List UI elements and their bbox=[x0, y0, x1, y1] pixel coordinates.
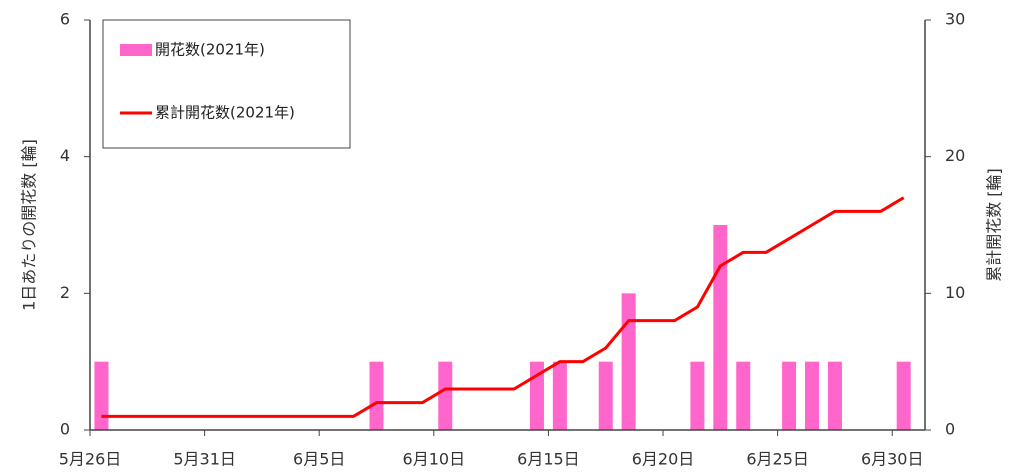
legend-label: 累計開花数(2021年) bbox=[155, 104, 295, 122]
x-tick-label: 6月10日 bbox=[403, 450, 466, 469]
y-tick-label: 2 bbox=[60, 283, 70, 302]
y2-tick-label: 0 bbox=[945, 420, 955, 439]
line bbox=[101, 196, 905, 418]
bar bbox=[827, 361, 842, 430]
y-tick-label: 6 bbox=[60, 10, 70, 29]
legend-label: 開花数(2021年) bbox=[155, 41, 265, 59]
legend-box bbox=[102, 19, 351, 149]
bar bbox=[621, 293, 636, 430]
x-tick-label: 6月25日 bbox=[746, 450, 809, 469]
bar bbox=[713, 225, 728, 430]
bar bbox=[736, 361, 751, 430]
x-tick-label: 6月5日 bbox=[293, 450, 345, 469]
x-tick-label: 6月15日 bbox=[517, 450, 580, 469]
y2-axis-title: 累計開花数 [輪] bbox=[985, 168, 1004, 282]
bar bbox=[598, 361, 613, 430]
x-tick-label: 6月30日 bbox=[861, 450, 924, 469]
bar bbox=[438, 361, 453, 430]
y2-tick-label: 10 bbox=[945, 283, 965, 302]
bar bbox=[690, 361, 705, 430]
legend-swatch bbox=[120, 44, 152, 56]
x-tick-label: 5月31日 bbox=[173, 450, 236, 469]
bar bbox=[369, 361, 384, 430]
bar bbox=[552, 361, 567, 430]
y2-tick-label: 30 bbox=[945, 10, 965, 29]
x-tick-label: 6月20日 bbox=[632, 450, 695, 469]
bar bbox=[805, 361, 820, 430]
x-tick-label: 5月26日 bbox=[59, 450, 122, 469]
y-tick-label: 0 bbox=[60, 420, 70, 439]
y-axis-title: 1日あたりの開花数 [輪] bbox=[20, 139, 39, 311]
bar bbox=[782, 361, 797, 430]
y-tick-label: 4 bbox=[60, 146, 70, 165]
bar bbox=[94, 361, 109, 430]
bar bbox=[896, 361, 911, 430]
y2-tick-label: 20 bbox=[945, 146, 965, 165]
